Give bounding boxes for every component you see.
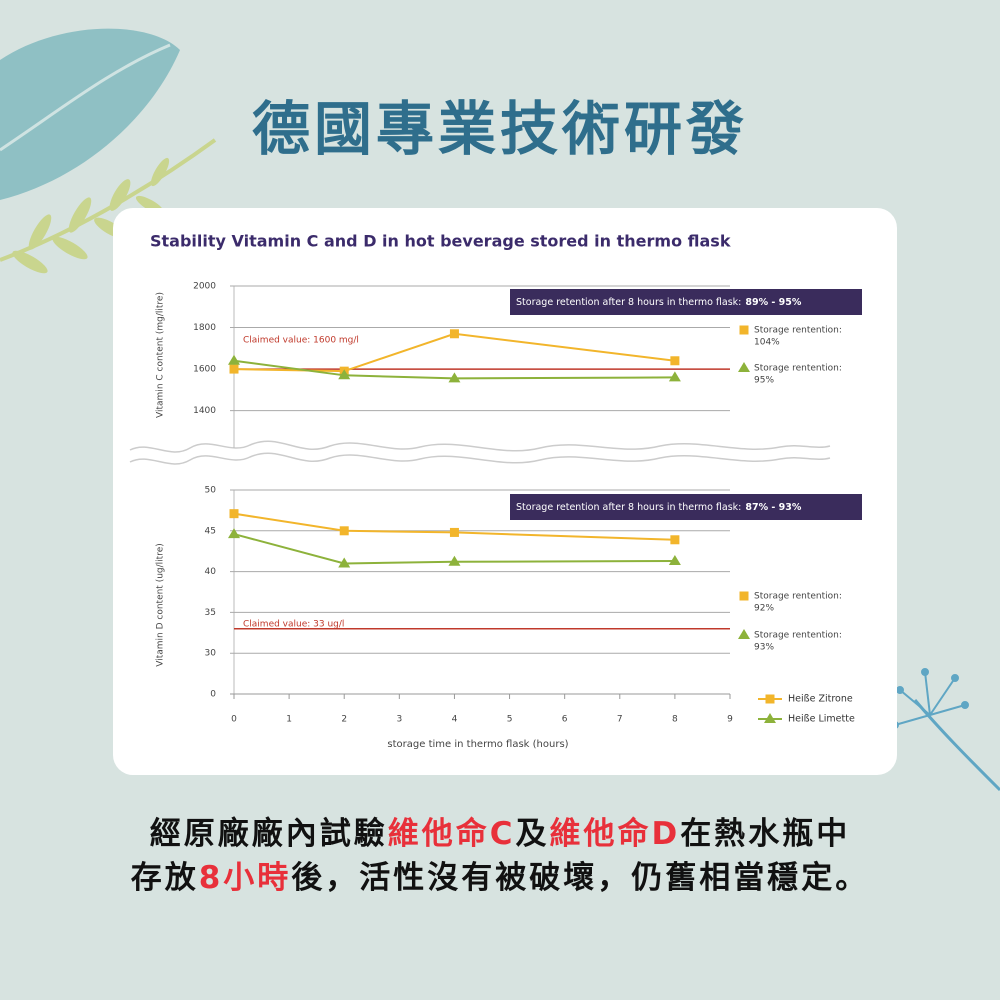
marker	[738, 629, 750, 639]
x-tick-label: 4	[452, 715, 458, 725]
banner-label: Storage retention after 8 hours in therm…	[516, 502, 741, 513]
claimed-label: Claimed value: 1600 mg/l	[243, 336, 359, 346]
marker	[668, 371, 681, 382]
x-tick-label: 8	[672, 715, 678, 725]
x-tick-label: 7	[617, 715, 623, 725]
footer-text: 8小時	[198, 860, 292, 896]
marker	[229, 364, 239, 374]
marker	[338, 369, 351, 380]
banner-text: Storage retention after 8 hours in therm…	[516, 297, 802, 308]
banner-range: 87% - 93%	[745, 502, 802, 513]
x-tick-label: 9	[727, 715, 733, 725]
marker	[228, 354, 240, 365]
marker	[449, 527, 459, 537]
y-tick-label: 50	[205, 486, 217, 496]
y-tick-label: 35	[205, 608, 216, 618]
footer-line: 經原廠廠內試驗維他命C及維他命D在熱水瓶中	[0, 812, 1000, 856]
axis-break	[129, 440, 831, 453]
marker	[670, 356, 680, 366]
marker	[229, 509, 239, 519]
leaf	[0, 28, 180, 200]
marker	[338, 557, 351, 568]
footer-line: 存放8小時後，活性沒有被破壞，仍舊相當穩定。	[0, 856, 1000, 900]
banner-range: 89% - 95%	[745, 297, 802, 308]
claimed-label: Claimed value: 33 ug/l	[243, 620, 344, 630]
x-tick-label: 1	[286, 715, 292, 725]
legend-retention: 92%	[754, 604, 774, 614]
x-tick-label: 6	[562, 715, 568, 725]
series-line	[233, 512, 675, 541]
legend-name: Heiße Limette	[788, 714, 855, 725]
legend-name: Heiße Zitrone	[788, 694, 853, 705]
legend-retention: 93%	[754, 643, 774, 653]
banner	[510, 289, 862, 315]
marker	[448, 555, 461, 566]
marker	[228, 528, 240, 539]
x-tick-label: 0	[231, 715, 237, 725]
y-axis-label: Vitamin C content (mg/litre)	[156, 292, 166, 418]
marker	[668, 554, 681, 565]
series-line	[233, 359, 675, 380]
x-tick-label: 5	[507, 715, 513, 725]
footer: 經原廠廠內試驗維他命C及維他命D在熱水瓶中 存放8小時後，活性沒有被破壞，仍舊相當…	[0, 812, 1000, 900]
marker	[449, 329, 459, 339]
y-axis-label: Vitamin D content (ug/litre)	[156, 543, 166, 667]
legend-label: Storage rentention:	[754, 364, 842, 374]
legend-label: Storage rentention:	[754, 631, 842, 641]
axis-break	[129, 452, 831, 465]
banner-text: Storage retention after 8 hours in therm…	[516, 502, 802, 513]
footer-text: 經原廠廠內試驗	[149, 816, 388, 852]
leaf-vein	[0, 43, 171, 152]
marker	[739, 325, 749, 335]
legend-retention: 95%	[754, 376, 774, 386]
x-tick-label: 3	[396, 715, 402, 725]
marker	[764, 713, 776, 723]
footer-text: 及	[515, 816, 550, 852]
y-tick-label: 1600	[193, 365, 216, 375]
marker	[739, 591, 749, 601]
marker	[448, 372, 461, 383]
marker	[670, 535, 680, 545]
y-tick-label: 0	[210, 690, 216, 700]
banner	[510, 494, 862, 520]
footer-text: 存放	[130, 860, 199, 896]
flower	[891, 668, 969, 729]
footer-text: 維他命C	[387, 816, 516, 852]
marker	[765, 694, 775, 704]
y-tick-label: 1800	[193, 323, 216, 333]
footer-text: 在熱水瓶中	[680, 816, 851, 852]
series-line	[233, 332, 676, 373]
y-tick-label: 30	[205, 649, 217, 659]
heading: 德國專業技術研發	[251, 95, 748, 163]
x-tick-label: 2	[341, 715, 347, 725]
y-tick-label: 1400	[193, 406, 216, 416]
y-tick-label: 45	[205, 526, 216, 536]
footer-text: 維他命D	[549, 816, 681, 852]
legend-retention: 104%	[754, 338, 780, 348]
marker	[339, 526, 349, 536]
footer-text: 後，活性沒有被破壞，仍舊相當穩定。	[291, 860, 870, 896]
y-tick-label: 2000	[193, 282, 216, 292]
marker	[738, 362, 750, 372]
y-tick-label: 40	[205, 567, 217, 577]
chart-title: Stability Vitamin C and D in hot beverag…	[150, 232, 731, 251]
series-line	[233, 533, 675, 565]
legend-label: Storage rentention:	[754, 592, 842, 602]
legend-label: Storage rentention:	[754, 326, 842, 336]
x-axis-label: storage time in thermo flask (hours)	[387, 739, 568, 750]
banner-label: Storage retention after 8 hours in therm…	[516, 297, 741, 308]
